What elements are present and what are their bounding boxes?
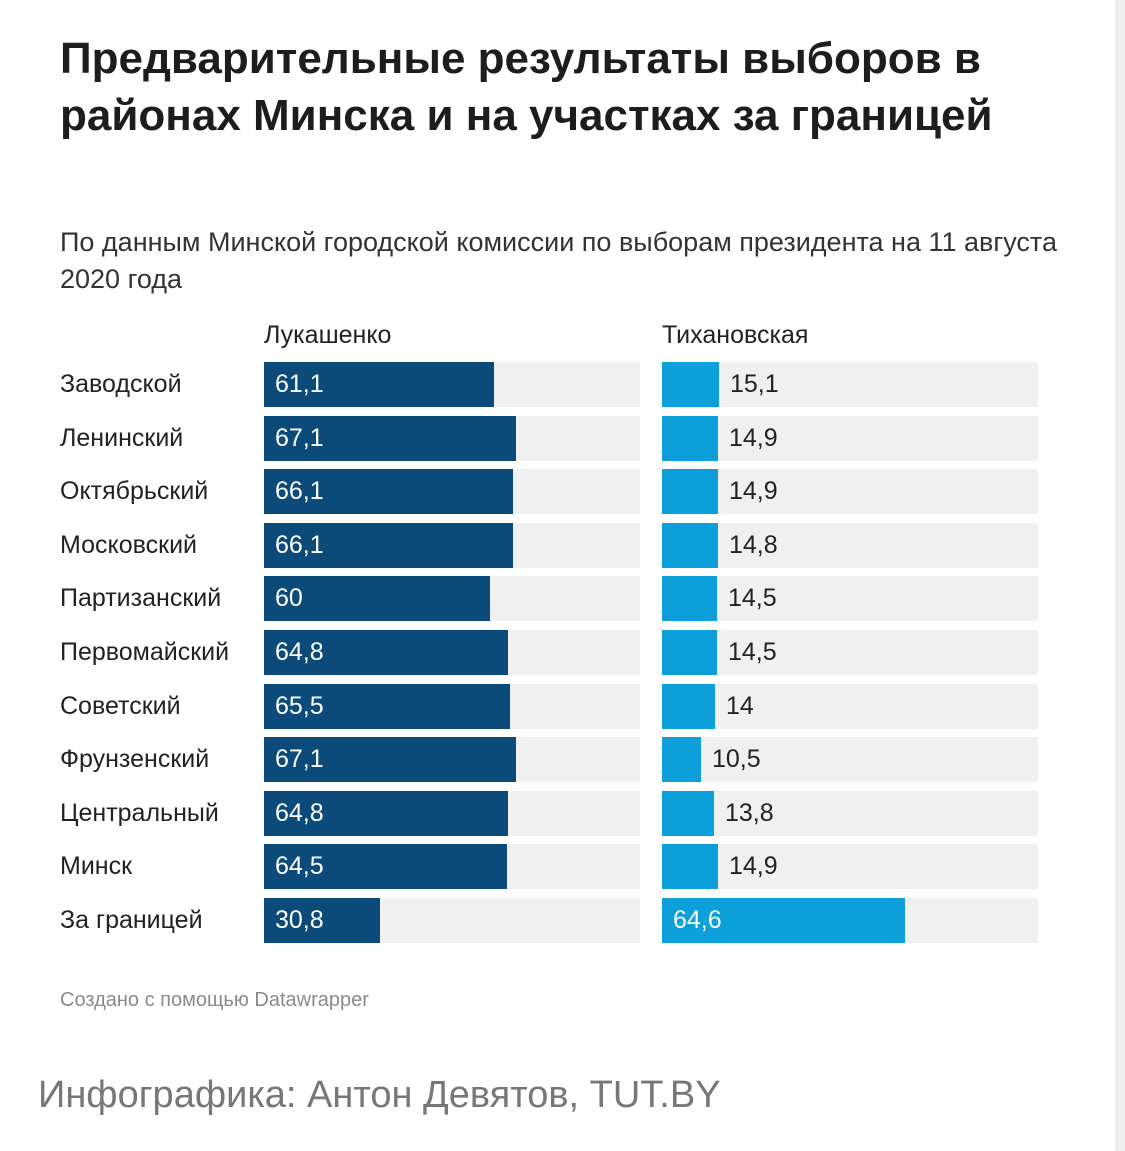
bar-lukashenko (264, 469, 513, 514)
chart-row: Советский 65,5 14 (0, 684, 1100, 729)
chart-row: Первомайский 64,8 14,5 (0, 630, 1100, 675)
bar-lukashenko (264, 898, 380, 943)
category-label: Первомайский (60, 638, 230, 666)
bar-track-tikhanovskaya: 10,5 (662, 737, 1038, 782)
bar-track-lukashenko: 65,5 (264, 684, 640, 729)
value-label-lukashenko: 61,1 (275, 370, 324, 398)
bar-tikhanovskaya (662, 684, 715, 729)
category-label: Центральный (60, 799, 219, 827)
bar-lukashenko (264, 737, 516, 782)
bar-lukashenko (264, 362, 494, 407)
category-label: Фрунзенский (60, 745, 210, 773)
bar-lukashenko (264, 523, 513, 568)
chart-row: Заводской 61,1 15,1 (0, 362, 1100, 407)
category-label: Московский (60, 531, 197, 559)
value-label-lukashenko: 64,8 (275, 799, 324, 827)
value-label-lukashenko: 66,1 (275, 477, 324, 505)
bar-track-lukashenko: 61,1 (264, 362, 640, 407)
infographic-source: Инфографика: Антон Девятов, TUT.BY (38, 1074, 721, 1116)
value-label-tikhanovskaya: 14,9 (729, 477, 778, 505)
category-label: Советский (60, 692, 181, 720)
series-header-lukashenko: Лукашенко (264, 321, 392, 349)
bar-track-lukashenko: 60 (264, 576, 640, 621)
category-label: Октябрьский (60, 477, 209, 505)
bar-tikhanovskaya (662, 416, 718, 461)
value-label-lukashenko: 67,1 (275, 745, 324, 773)
bar-tikhanovskaya (662, 898, 905, 943)
bar-track-tikhanovskaya: 14,9 (662, 416, 1038, 461)
category-label: Ленинский (60, 424, 184, 452)
bar-tikhanovskaya (662, 362, 719, 407)
chart-row: Московский 66,1 14,8 (0, 523, 1100, 568)
category-label: Минск (60, 852, 133, 880)
category-label: Партизанский (60, 584, 222, 612)
bar-lukashenko (264, 791, 508, 836)
bar-tikhanovskaya (662, 844, 718, 889)
chart-row: Центральный 64,8 13,8 (0, 791, 1100, 836)
category-label: Заводской (60, 370, 182, 398)
value-label-tikhanovskaya: 15,1 (730, 370, 779, 398)
bar-tikhanovskaya (662, 791, 714, 836)
value-label-lukashenko: 64,5 (275, 852, 324, 880)
bar-track-lukashenko: 64,5 (264, 844, 640, 889)
bar-track-lukashenko: 66,1 (264, 523, 640, 568)
value-label-lukashenko: 64,8 (275, 638, 324, 666)
bar-lukashenko (264, 630, 508, 675)
bar-lukashenko (264, 684, 510, 729)
bar-track-lukashenko: 64,8 (264, 791, 640, 836)
bar-track-lukashenko: 67,1 (264, 737, 640, 782)
value-label-lukashenko: 67,1 (275, 424, 324, 452)
value-label-lukashenko: 66,1 (275, 531, 324, 559)
bar-lukashenko (264, 416, 516, 461)
bar-track-tikhanovskaya: 64,6 (662, 898, 1038, 943)
bar-track-tikhanovskaya: 14 (662, 684, 1038, 729)
bar-tikhanovskaya (662, 576, 717, 621)
bar-track-tikhanovskaya: 14,5 (662, 576, 1038, 621)
bar-track-tikhanovskaya: 13,8 (662, 791, 1038, 836)
bar-tikhanovskaya (662, 523, 718, 568)
bar-track-lukashenko: 30,8 (264, 898, 640, 943)
bar-track-lukashenko: 66,1 (264, 469, 640, 514)
value-label-tikhanovskaya: 10,5 (712, 745, 761, 773)
bar-lukashenko (264, 576, 490, 621)
chart-row: Партизанский 60 14,5 (0, 576, 1100, 621)
bar-track-tikhanovskaya: 14,8 (662, 523, 1038, 568)
chart-row: Минск 64,5 14,9 (0, 844, 1100, 889)
bar-tikhanovskaya (662, 630, 717, 675)
chart-row: Ленинский 67,1 14,9 (0, 416, 1100, 461)
bar-track-tikhanovskaya: 14,9 (662, 469, 1038, 514)
value-label-tikhanovskaya: 14,5 (728, 638, 777, 666)
chart-title: Предварительные результаты выборов в рай… (60, 34, 993, 140)
value-label-tikhanovskaya: 13,8 (725, 799, 774, 827)
datawrapper-credit: Создано с помощью Datawrapper (60, 989, 369, 1011)
bar-track-lukashenko: 67,1 (264, 416, 640, 461)
value-label-tikhanovskaya: 14,9 (729, 852, 778, 880)
bar-track-tikhanovskaya: 15,1 (662, 362, 1038, 407)
chart-row: Фрунзенский 67,1 10,5 (0, 737, 1100, 782)
bar-lukashenko (264, 844, 507, 889)
chart-row: За границей 30,8 64,6 (0, 898, 1100, 943)
value-label-tikhanovskaya: 14 (726, 692, 754, 720)
bar-tikhanovskaya (662, 469, 718, 514)
chart-subtitle: По данным Минской городской комиссии по … (60, 227, 1057, 294)
value-label-lukashenko: 30,8 (275, 906, 324, 934)
bar-track-tikhanovskaya: 14,5 (662, 630, 1038, 675)
right-edge-strip (1115, 0, 1125, 1151)
value-label-tikhanovskaya: 14,8 (729, 531, 778, 559)
bar-track-tikhanovskaya: 14,9 (662, 844, 1038, 889)
series-header-tikhanovskaya: Тихановская (662, 321, 809, 349)
value-label-tikhanovskaya: 14,9 (729, 424, 778, 452)
value-label-tikhanovskaya: 64,6 (673, 906, 722, 934)
bar-track-lukashenko: 64,8 (264, 630, 640, 675)
value-label-lukashenko: 65,5 (275, 692, 324, 720)
value-label-lukashenko: 60 (275, 584, 303, 612)
bar-tikhanovskaya (662, 737, 701, 782)
value-label-tikhanovskaya: 14,5 (728, 584, 777, 612)
category-label: За границей (60, 906, 203, 934)
chart-row: Октябрьский 66,1 14,9 (0, 469, 1100, 514)
